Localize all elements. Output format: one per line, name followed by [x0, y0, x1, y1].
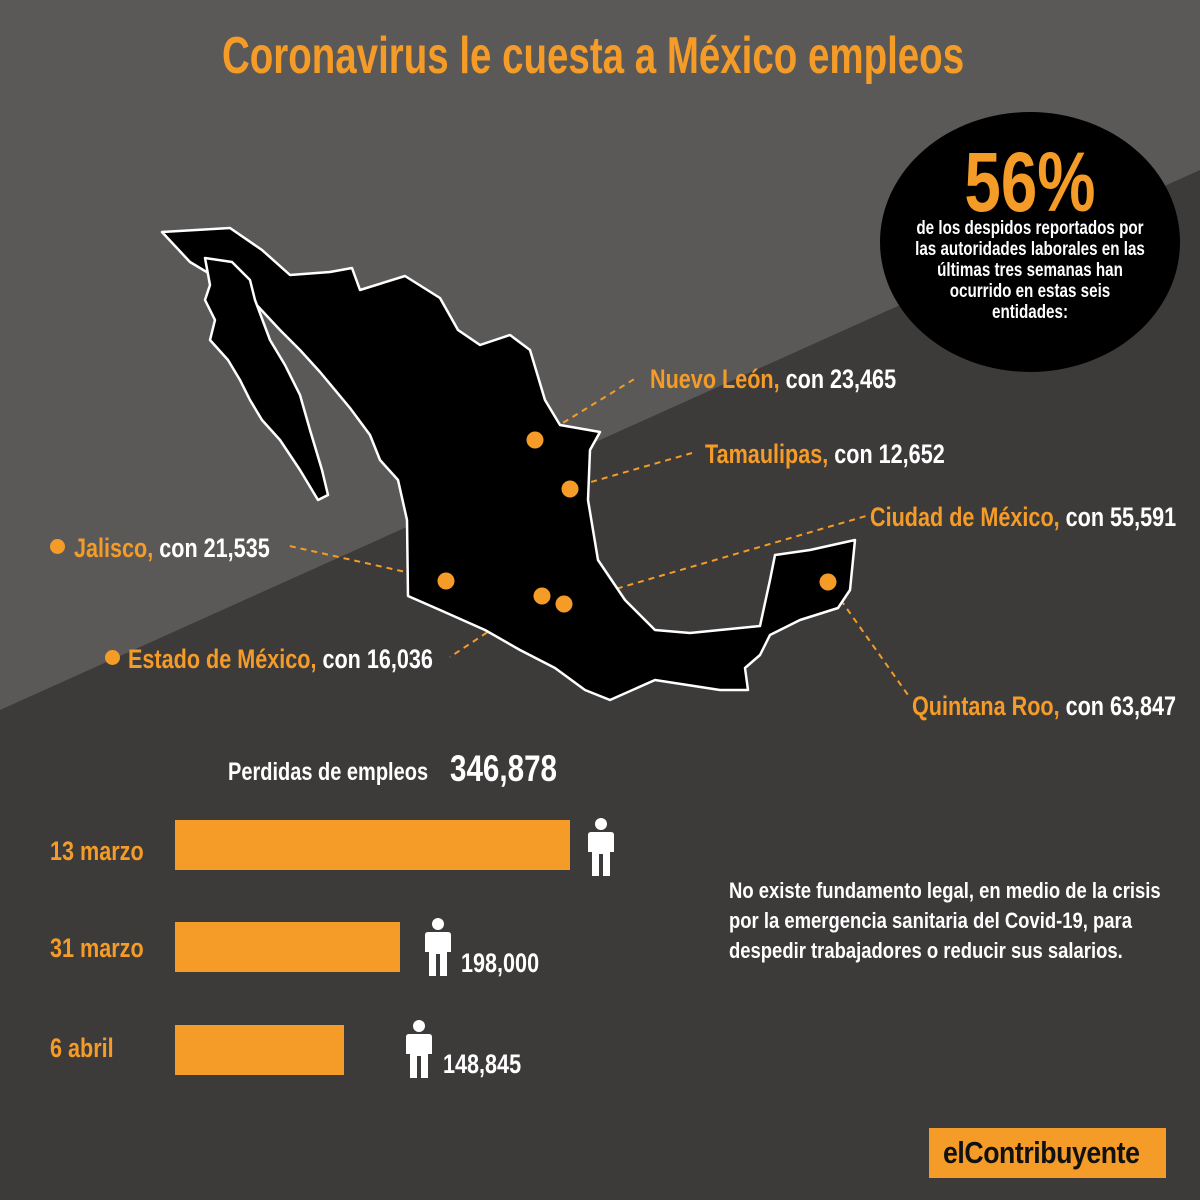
point-quintana-roo — [819, 573, 837, 591]
state-count: con 16,036 — [316, 644, 433, 674]
bar — [175, 1025, 344, 1075]
state-count: con 63,847 — [1059, 691, 1177, 721]
logo-text: elContribuyente — [943, 1135, 1140, 1170]
point-ciudad-de-mexico — [555, 595, 573, 613]
person-icon — [406, 1020, 432, 1078]
mexico-shape — [160, 226, 857, 702]
person-icon — [588, 818, 614, 876]
lead-dot-estado-de-mexico — [105, 650, 120, 665]
state-label-nuevo-leon: Nuevo León, con 23,465 — [650, 364, 896, 395]
state-name: Nuevo León, — [650, 364, 780, 394]
losses-total: 346,878 — [450, 748, 557, 789]
bar — [175, 922, 400, 972]
body-line: No existe fundamento legal, en medio de … — [729, 878, 1161, 903]
state-name: Tamaulipas, — [705, 439, 829, 469]
lead-dot-jalisco — [50, 539, 65, 554]
highlight-circle: 56% de los despidos reportados por las a… — [880, 112, 1180, 372]
baja-california — [203, 256, 330, 502]
highlight-note: de los despidos reportados por las autor… — [915, 218, 1145, 323]
point-nuevo-leon — [526, 431, 544, 449]
person-icon — [425, 918, 451, 976]
state-count: con 55,591 — [1059, 502, 1177, 532]
leader-ciudad-de-mexico — [563, 515, 867, 605]
state-label-jalisco: Jalisco, con 21,535 — [74, 533, 270, 564]
state-label-tamaulipas: Tamaulipas, con 12,652 — [705, 439, 945, 470]
state-name: Quintana Roo, — [912, 691, 1060, 721]
bar-value-label: 198,000 — [461, 948, 540, 978]
losses-label: Perdidas de empleos — [228, 758, 429, 786]
body-line: por la emergencia sanitaria del Covid-19… — [729, 908, 1132, 933]
point-estado-de-mexico — [533, 587, 551, 605]
state-count: con 12,652 — [828, 439, 945, 469]
body-text: No existe fundamento legal, en medio de … — [729, 876, 1161, 966]
state-name: Jalisco, — [74, 533, 154, 563]
state-count: con 21,535 — [153, 533, 270, 563]
state-name: Ciudad de México, — [870, 502, 1060, 532]
category-label: 31 marzo — [50, 933, 144, 963]
brand-logo: elContribuyente — [929, 1128, 1166, 1178]
body-line: despedir trabajadores o reducir sus sala… — [729, 938, 1123, 963]
point-tamaulipas — [561, 480, 579, 498]
category-label: 13 marzo — [50, 836, 144, 866]
state-label-quintana-roo: Quintana Roo, con 63,847 — [912, 691, 1176, 722]
state-label-estado-de-mexico: Estado de México, con 16,036 — [128, 644, 433, 675]
category-label: 6 abril — [50, 1033, 114, 1063]
state-name: Estado de México, — [128, 644, 317, 674]
bar-value-label: 148,845 — [443, 1049, 522, 1079]
state-count: con 23,465 — [779, 364, 897, 394]
highlight-percent: 56% — [964, 135, 1096, 229]
leader-nuevo-leon — [534, 377, 637, 441]
state-label-ciudad-de-mexico: Ciudad de México, con 55,591 — [870, 502, 1176, 533]
point-jalisco — [437, 572, 455, 590]
page-title: Coronavirus le cuesta a México empleos — [222, 27, 965, 85]
bar — [175, 820, 570, 870]
map-points — [437, 431, 837, 613]
